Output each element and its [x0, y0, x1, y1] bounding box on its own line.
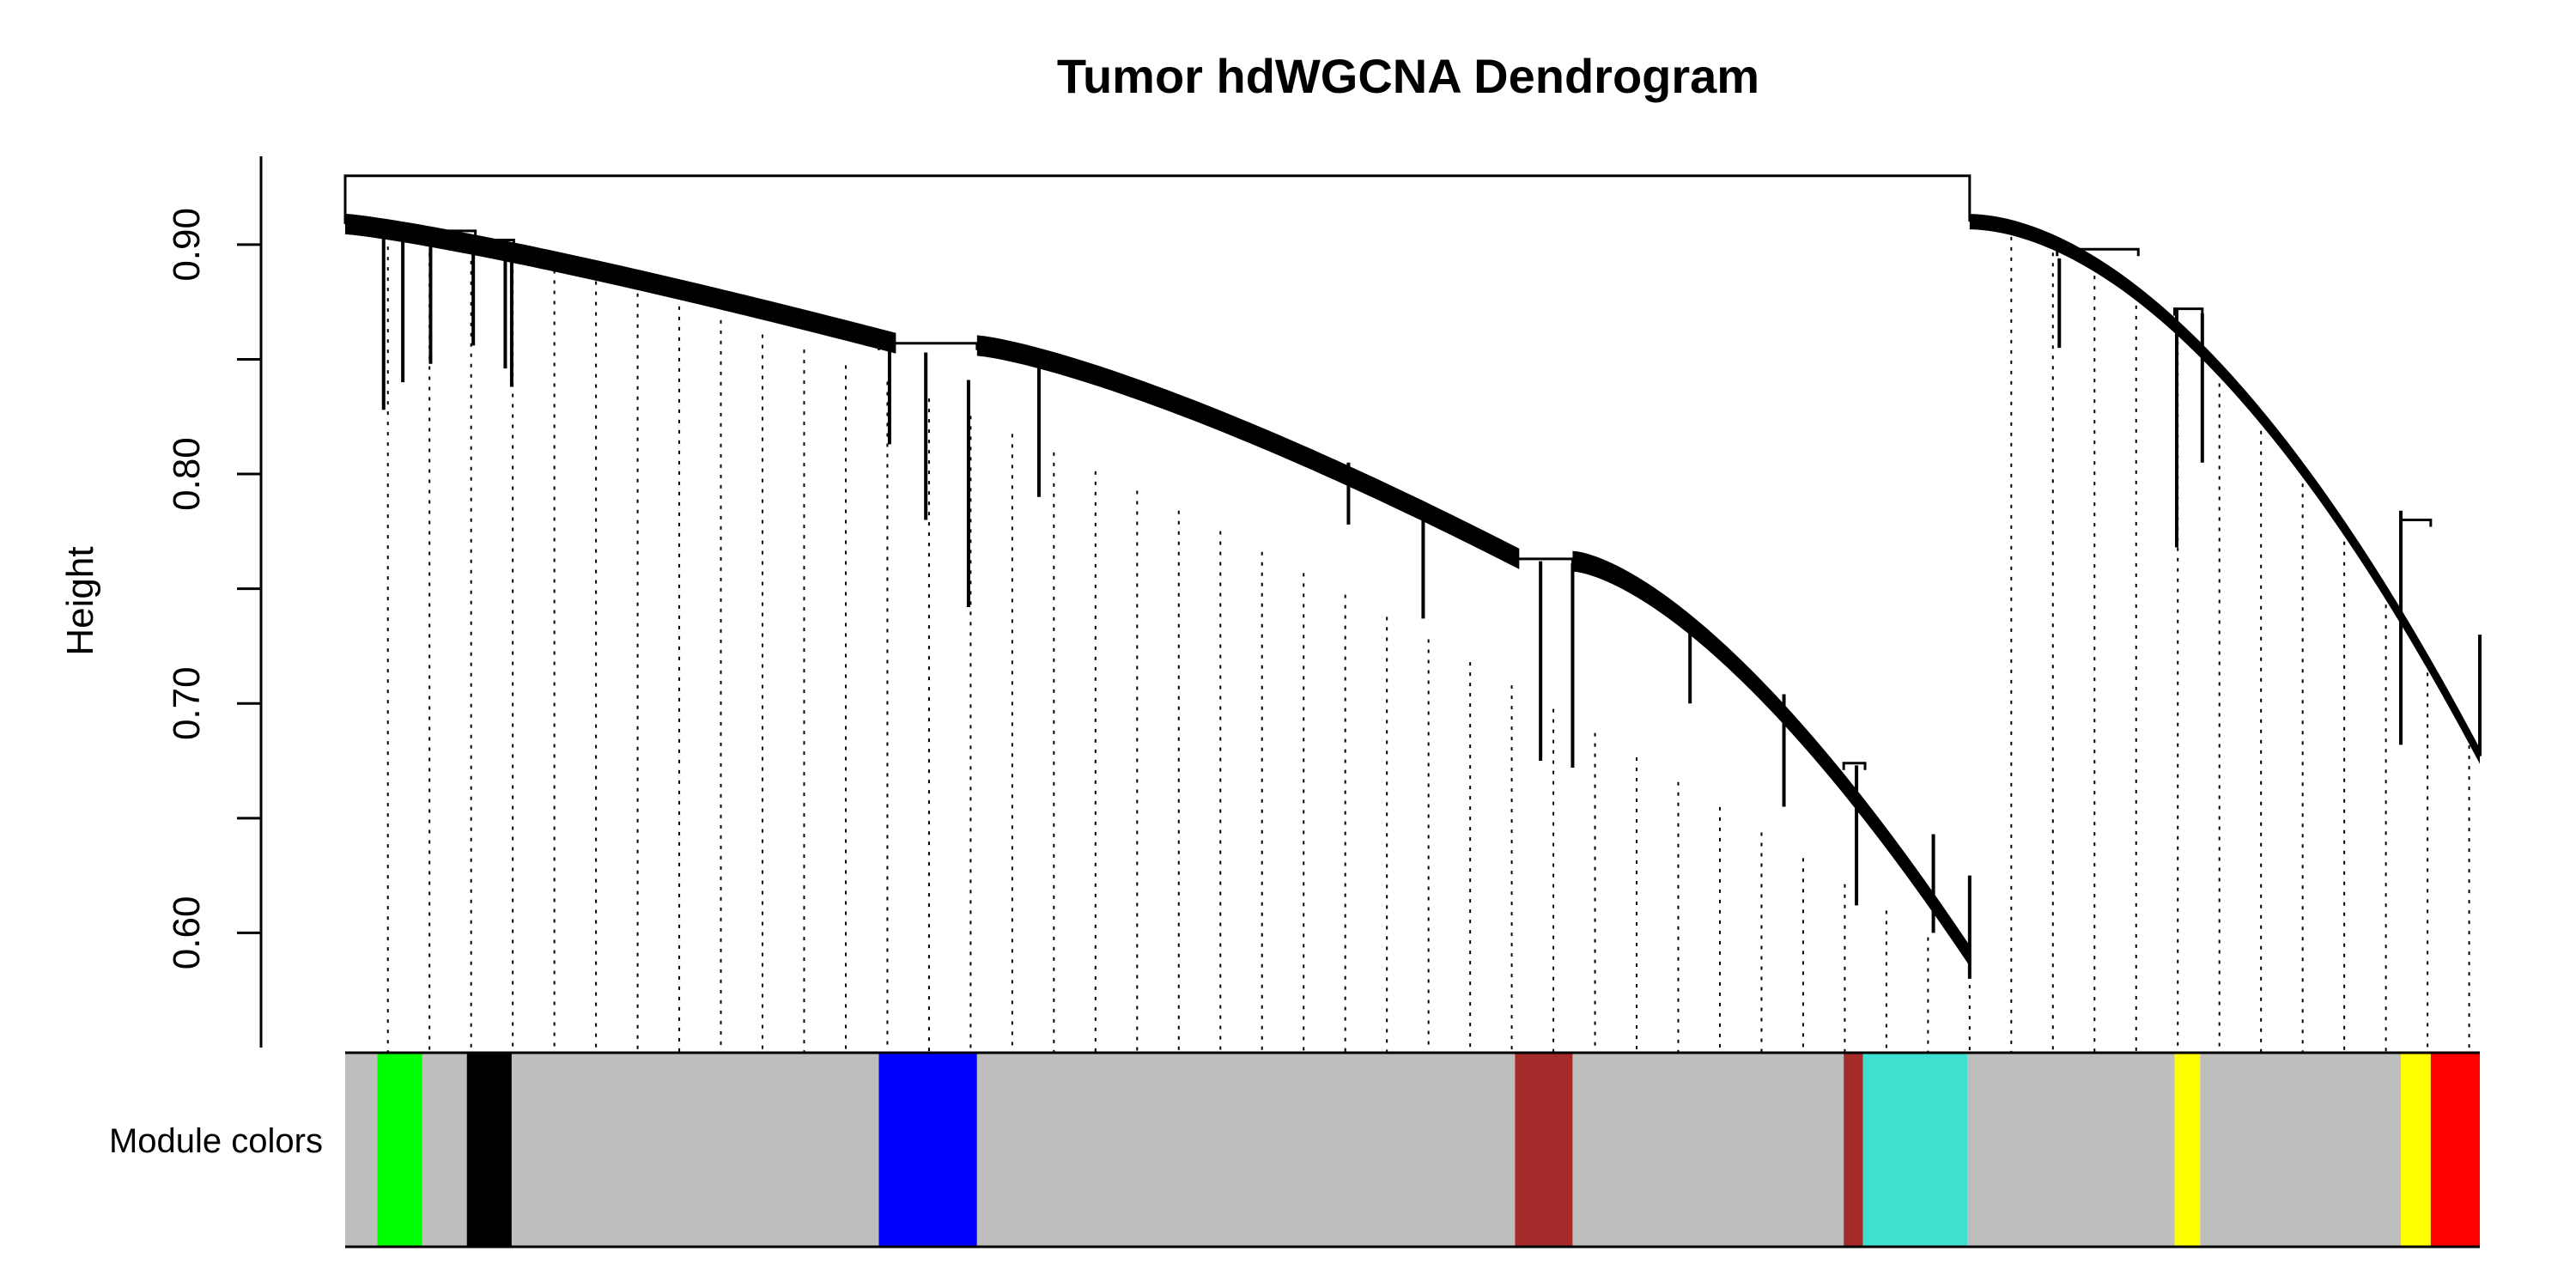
root-connector	[343, 174, 1971, 224]
y-axis-label: Height	[59, 546, 101, 655]
branch-connector	[2173, 307, 2204, 316]
branch-connector	[1842, 762, 1867, 770]
y-tick-label: 0.80	[166, 437, 208, 511]
module-red-segment	[2430, 1053, 2480, 1247]
module-yellow-segment	[2401, 1053, 2431, 1247]
chart-title: Tumor hdWGCNA Dendrogram	[1057, 49, 1759, 103]
module-grey-segment	[976, 1053, 1516, 1247]
module-yellow-segment	[2174, 1053, 2201, 1247]
module-blue-segment	[878, 1053, 977, 1247]
module-brown-segment	[1515, 1053, 1573, 1247]
branch-connector	[375, 229, 477, 238]
branch-left-segment-2	[976, 335, 1520, 569]
branch-connector	[465, 239, 515, 247]
branch-connector	[2399, 518, 2433, 527]
branch-left-segment-1	[345, 213, 896, 354]
y-tick-label: 0.90	[166, 208, 208, 282]
dendrogram-tree	[343, 174, 2482, 1053]
branch-right-main	[1969, 214, 2480, 764]
module-grey-segment	[422, 1053, 467, 1247]
module-grey-segment	[345, 1053, 378, 1247]
branch-left-segment-3	[1572, 550, 1970, 967]
module-grey-segment	[511, 1053, 879, 1247]
branch-connector	[1513, 557, 1574, 566]
module-colors-label: Module colors	[109, 1122, 323, 1160]
module-grey-segment	[2200, 1053, 2402, 1247]
branch-connector	[878, 342, 979, 350]
module-grey-segment	[1967, 1053, 2175, 1247]
y-tick-label: 0.70	[166, 666, 208, 740]
module-black-segment	[466, 1053, 512, 1247]
y-tick-label: 0.60	[166, 896, 208, 970]
module-brown-segment	[1844, 1053, 1863, 1247]
module-color-bar	[345, 1051, 2480, 1249]
y-axis: 0.90 0.80 0.70 0.60	[166, 156, 263, 1048]
module-green-segment	[377, 1053, 422, 1247]
branch-connector	[2056, 247, 2140, 257]
module-turquoise-segment	[1862, 1053, 1968, 1247]
module-grey-segment	[1572, 1053, 1844, 1247]
